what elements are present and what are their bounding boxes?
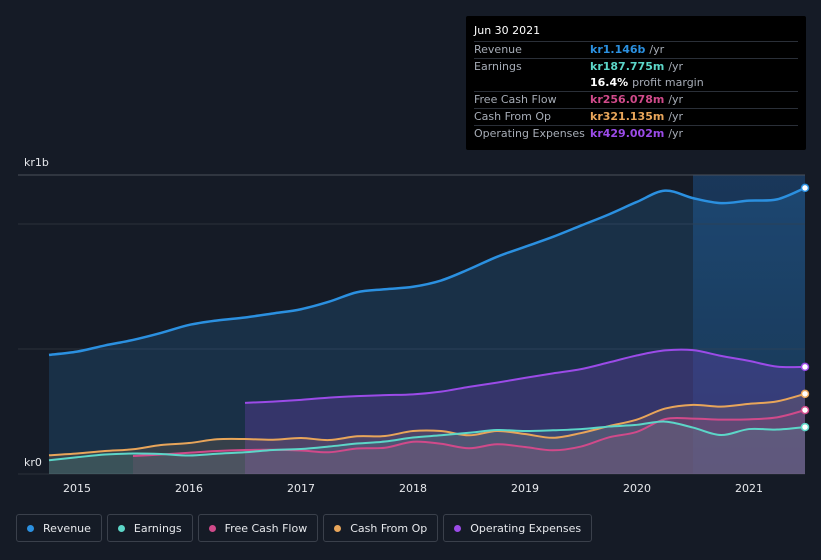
legend-label: Free Cash Flow <box>224 521 308 535</box>
revenue-area <box>49 187 805 474</box>
tooltip-row-name: Cash From Op <box>474 110 552 123</box>
opex-line <box>244 348 806 404</box>
legend-label: Earnings <box>133 521 182 535</box>
x-tick-label: 2016 <box>175 482 203 495</box>
data-tooltip: Jun 30 2021 Revenue kr1.146b/yr Earnings kr… <box>466 16 806 150</box>
tooltip-row-name: Revenue <box>474 43 522 56</box>
y-axis-bottom-label: kr0 <box>24 456 42 469</box>
opex-area <box>245 349 805 474</box>
fcf-area <box>133 410 805 474</box>
tooltip-row-value: kr321.135m <box>590 110 665 123</box>
legend-dot-icon <box>208 524 216 532</box>
past-year-highlight <box>693 175 805 474</box>
legend-dot-icon <box>454 524 462 532</box>
legend-item-free-cash-flow[interactable]: Free Cash Flow <box>197 514 319 542</box>
legend-label: Revenue <box>43 521 91 535</box>
revenue-line <box>48 186 806 357</box>
tooltip-row-unit: /yr <box>668 127 684 140</box>
revenue-end-marker <box>800 183 810 193</box>
chart-legend: Revenue Earnings Free Cash Flow Cash From O… <box>16 514 593 542</box>
legend-item-revenue[interactable]: Revenue <box>16 514 102 542</box>
tooltip-date: Jun 30 2021 <box>474 24 541 37</box>
cfo-line <box>48 392 806 457</box>
tooltip-row-name <box>474 75 590 91</box>
x-tick-label: 2021 <box>735 482 763 495</box>
earnings-area <box>49 421 805 474</box>
x-tick-label: 2015 <box>63 482 91 495</box>
tooltip-row-unit: /yr <box>668 110 684 123</box>
tooltip-row-unit: /yr <box>668 60 684 73</box>
tooltip-row-name: Free Cash Flow <box>474 93 557 106</box>
earnings-line <box>48 420 806 462</box>
opex-end-marker <box>800 362 810 372</box>
tooltip-row-value: kr1.146b <box>590 43 646 56</box>
earnings-end-marker <box>800 422 810 432</box>
tooltip-rows: Revenue kr1.146b/yr Earnings kr187.775m/yr 1… <box>474 41 798 142</box>
legend-item-cash-from-op[interactable]: Cash From Op <box>323 514 439 542</box>
earnings-revenue-chart: kr1b kr0 2015 2016 2017 2018 2019 2020 2021 <box>18 156 810 495</box>
series-areas <box>49 187 805 474</box>
legend-item-operating-expenses[interactable]: Operating Expenses <box>443 514 593 542</box>
fcf-line <box>132 409 806 458</box>
tooltip-row-name: Operating Expenses <box>474 127 585 140</box>
cfo-end-marker <box>800 389 810 399</box>
legend-dot-icon <box>334 524 342 532</box>
x-axis-ticks: 2015 2016 2017 2018 2019 2020 2021 <box>63 482 763 495</box>
legend-dot-icon <box>27 524 34 532</box>
legend-item-earnings[interactable]: Earnings <box>106 514 193 542</box>
x-tick-label: 2019 <box>511 482 539 495</box>
tooltip-row-value: 16.4% <box>590 76 629 89</box>
x-tick-label: 2017 <box>287 482 315 495</box>
tooltip-row-value: kr187.775m <box>590 60 665 73</box>
x-tick-label: 2018 <box>399 482 427 495</box>
legend-label: Operating Expenses <box>470 521 582 535</box>
tooltip-row-name: Earnings <box>474 60 522 73</box>
tooltip-row-unit: profit margin <box>632 76 704 89</box>
legend-dot-icon <box>117 524 125 532</box>
legend-label: Cash From Op <box>350 521 428 535</box>
fcf-end-marker <box>800 405 810 415</box>
tooltip-row: Free Cash Flow kr256.078m/yr <box>474 91 798 108</box>
series-end-markers <box>800 183 810 432</box>
tooltip-row-unit: /yr <box>649 43 665 56</box>
tooltip-row: Cash From Op kr321.135m/yr <box>474 108 798 125</box>
tooltip-row-unit: /yr <box>668 93 684 106</box>
tooltip-row-value: kr256.078m <box>590 93 665 106</box>
tooltip-row: Revenue kr1.146b/yr <box>474 41 798 58</box>
tooltip-row: Earnings kr187.775m/yr <box>474 58 798 75</box>
y-axis-top-label: kr1b <box>24 156 49 169</box>
tooltip-row: Operating Expenses kr429.002m/yr <box>474 125 798 142</box>
cfo-area <box>49 393 805 474</box>
x-tick-label: 2020 <box>623 482 651 495</box>
series-lines <box>48 186 806 462</box>
tooltip-row: 16.4% profit margin <box>474 75 798 91</box>
tooltip-row-value: kr429.002m <box>590 127 665 140</box>
